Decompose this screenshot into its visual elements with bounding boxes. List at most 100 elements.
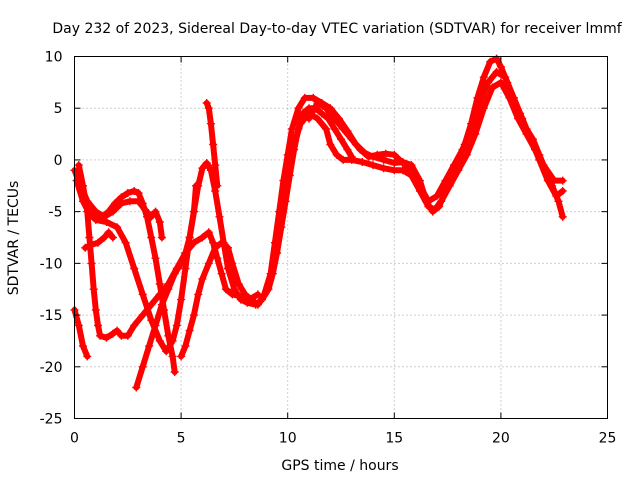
data-point bbox=[213, 181, 222, 190]
data-point bbox=[317, 109, 326, 118]
data-point bbox=[243, 298, 252, 307]
data-point bbox=[96, 331, 105, 340]
y-axis-label: SDTVAR / TECUs bbox=[6, 181, 22, 296]
data-point bbox=[332, 150, 341, 159]
data-point bbox=[279, 176, 288, 185]
data-point bbox=[157, 300, 166, 309]
data-point bbox=[145, 342, 154, 351]
x-axis-label: GPS time / hours bbox=[281, 458, 398, 474]
data-series-sat-f bbox=[81, 228, 117, 252]
data-point bbox=[147, 316, 156, 325]
data-point bbox=[79, 342, 87, 351]
data-point bbox=[437, 197, 446, 206]
series-trace bbox=[178, 55, 566, 360]
data-series-sat-j bbox=[305, 68, 567, 206]
data-point bbox=[300, 93, 309, 102]
data-point bbox=[204, 104, 213, 113]
data-point bbox=[177, 259, 186, 268]
data-point bbox=[398, 159, 407, 167]
data-point bbox=[241, 290, 250, 299]
data-point bbox=[117, 199, 126, 208]
x-tick-label: 0 bbox=[70, 431, 79, 447]
data-point bbox=[155, 336, 164, 345]
data-point bbox=[155, 280, 164, 288]
data-point bbox=[164, 285, 173, 294]
data-point bbox=[496, 78, 505, 87]
data-point bbox=[138, 311, 147, 320]
y-tick-label: -5 bbox=[49, 205, 63, 221]
data-point bbox=[432, 192, 441, 201]
data-point bbox=[390, 150, 399, 159]
data-point bbox=[211, 243, 220, 252]
data-point bbox=[407, 166, 416, 175]
y-tick-label: 0 bbox=[54, 153, 63, 169]
data-point bbox=[326, 140, 335, 149]
data-point bbox=[172, 321, 181, 330]
data-series-sat-k bbox=[202, 99, 222, 190]
data-point bbox=[138, 362, 147, 371]
data-point bbox=[206, 119, 215, 128]
data-point bbox=[147, 233, 156, 242]
data-point bbox=[330, 114, 339, 123]
data-point bbox=[339, 155, 348, 164]
data-series-sat-b bbox=[70, 305, 92, 361]
data-point bbox=[100, 212, 109, 221]
data-point bbox=[270, 238, 279, 247]
data-point bbox=[202, 99, 211, 107]
data-point bbox=[552, 192, 561, 201]
data-point bbox=[104, 228, 113, 237]
data-point bbox=[347, 155, 356, 164]
data-plot bbox=[70, 54, 567, 392]
data-point bbox=[275, 207, 284, 216]
data-point bbox=[202, 159, 211, 167]
x-tick-label: 5 bbox=[177, 431, 186, 447]
data-point bbox=[151, 321, 160, 330]
data-point bbox=[224, 243, 232, 252]
data-point bbox=[108, 207, 117, 216]
y-tick-label: -10 bbox=[40, 256, 63, 272]
data-point bbox=[558, 176, 567, 185]
data-point bbox=[151, 207, 160, 216]
data-point bbox=[157, 233, 166, 242]
data-point bbox=[479, 73, 488, 82]
data-point bbox=[134, 197, 143, 206]
data-point bbox=[424, 197, 433, 206]
data-point bbox=[484, 78, 493, 87]
data-point bbox=[74, 161, 83, 170]
data-point bbox=[181, 264, 190, 273]
y-tick-label: 10 bbox=[45, 50, 63, 66]
data-point bbox=[283, 166, 292, 175]
data-point bbox=[155, 290, 164, 299]
data-point bbox=[102, 333, 111, 342]
data-point bbox=[381, 149, 390, 158]
data-point bbox=[228, 259, 237, 268]
data-point bbox=[535, 155, 544, 164]
data-point bbox=[198, 164, 207, 173]
data-point bbox=[343, 145, 352, 154]
data-point bbox=[209, 238, 218, 247]
data-point bbox=[260, 290, 269, 299]
plot-frame bbox=[74, 56, 608, 419]
data-point bbox=[543, 176, 552, 185]
y-tick-label: -25 bbox=[40, 412, 63, 428]
data-point bbox=[288, 124, 296, 133]
data-point bbox=[85, 233, 94, 242]
data-point bbox=[170, 269, 179, 278]
data-point bbox=[458, 145, 467, 154]
data-point bbox=[155, 218, 164, 226]
x-tick-label: 20 bbox=[492, 431, 510, 447]
data-series-sat-e bbox=[76, 181, 166, 242]
data-point bbox=[94, 238, 102, 247]
data-point bbox=[81, 243, 90, 252]
data-point bbox=[450, 161, 458, 170]
data-point bbox=[83, 207, 92, 216]
data-point bbox=[185, 233, 194, 242]
data-point bbox=[415, 181, 424, 190]
data-point bbox=[194, 290, 203, 299]
data-point bbox=[290, 140, 299, 149]
data-point bbox=[108, 329, 117, 338]
data-point bbox=[198, 274, 207, 283]
x-tick-label: 25 bbox=[599, 431, 617, 447]
data-point bbox=[479, 104, 488, 113]
data-point bbox=[170, 368, 179, 376]
